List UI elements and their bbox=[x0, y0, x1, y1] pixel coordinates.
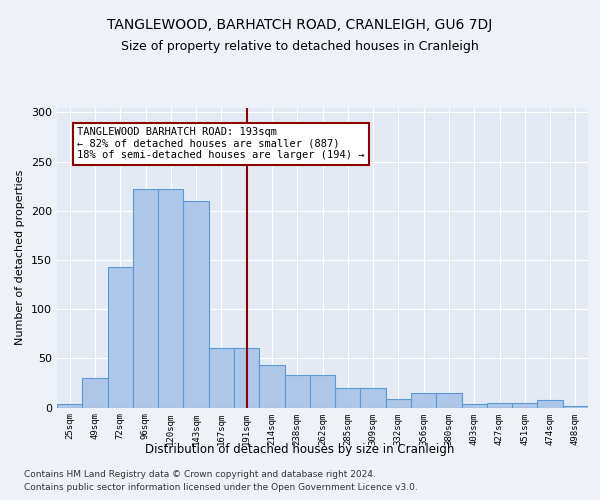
Bar bbox=[461, 404, 487, 407]
Bar bbox=[335, 388, 361, 407]
Bar bbox=[259, 365, 284, 408]
Bar bbox=[512, 402, 538, 407]
Bar bbox=[361, 388, 386, 407]
Bar bbox=[487, 402, 512, 407]
Bar bbox=[107, 267, 133, 408]
Bar bbox=[284, 375, 310, 408]
Bar bbox=[57, 404, 82, 407]
Bar bbox=[538, 400, 563, 407]
Bar bbox=[310, 375, 335, 408]
Bar bbox=[133, 189, 158, 408]
Bar bbox=[563, 406, 588, 407]
Text: Contains public sector information licensed under the Open Government Licence v3: Contains public sector information licen… bbox=[24, 484, 418, 492]
Bar bbox=[82, 378, 107, 408]
Bar bbox=[184, 201, 209, 408]
Bar bbox=[234, 348, 259, 408]
Bar bbox=[411, 392, 436, 407]
Text: TANGLEWOOD, BARHATCH ROAD, CRANLEIGH, GU6 7DJ: TANGLEWOOD, BARHATCH ROAD, CRANLEIGH, GU… bbox=[107, 18, 493, 32]
Text: Size of property relative to detached houses in Cranleigh: Size of property relative to detached ho… bbox=[121, 40, 479, 53]
Text: TANGLEWOOD BARHATCH ROAD: 193sqm
← 82% of detached houses are smaller (887)
18% : TANGLEWOOD BARHATCH ROAD: 193sqm ← 82% o… bbox=[77, 127, 365, 160]
Bar bbox=[209, 348, 234, 408]
Bar bbox=[386, 398, 411, 407]
Bar bbox=[158, 189, 184, 408]
Text: Contains HM Land Registry data © Crown copyright and database right 2024.: Contains HM Land Registry data © Crown c… bbox=[24, 470, 376, 479]
Y-axis label: Number of detached properties: Number of detached properties bbox=[16, 170, 25, 345]
Bar bbox=[436, 392, 461, 407]
Text: Distribution of detached houses by size in Cranleigh: Distribution of detached houses by size … bbox=[145, 442, 455, 456]
